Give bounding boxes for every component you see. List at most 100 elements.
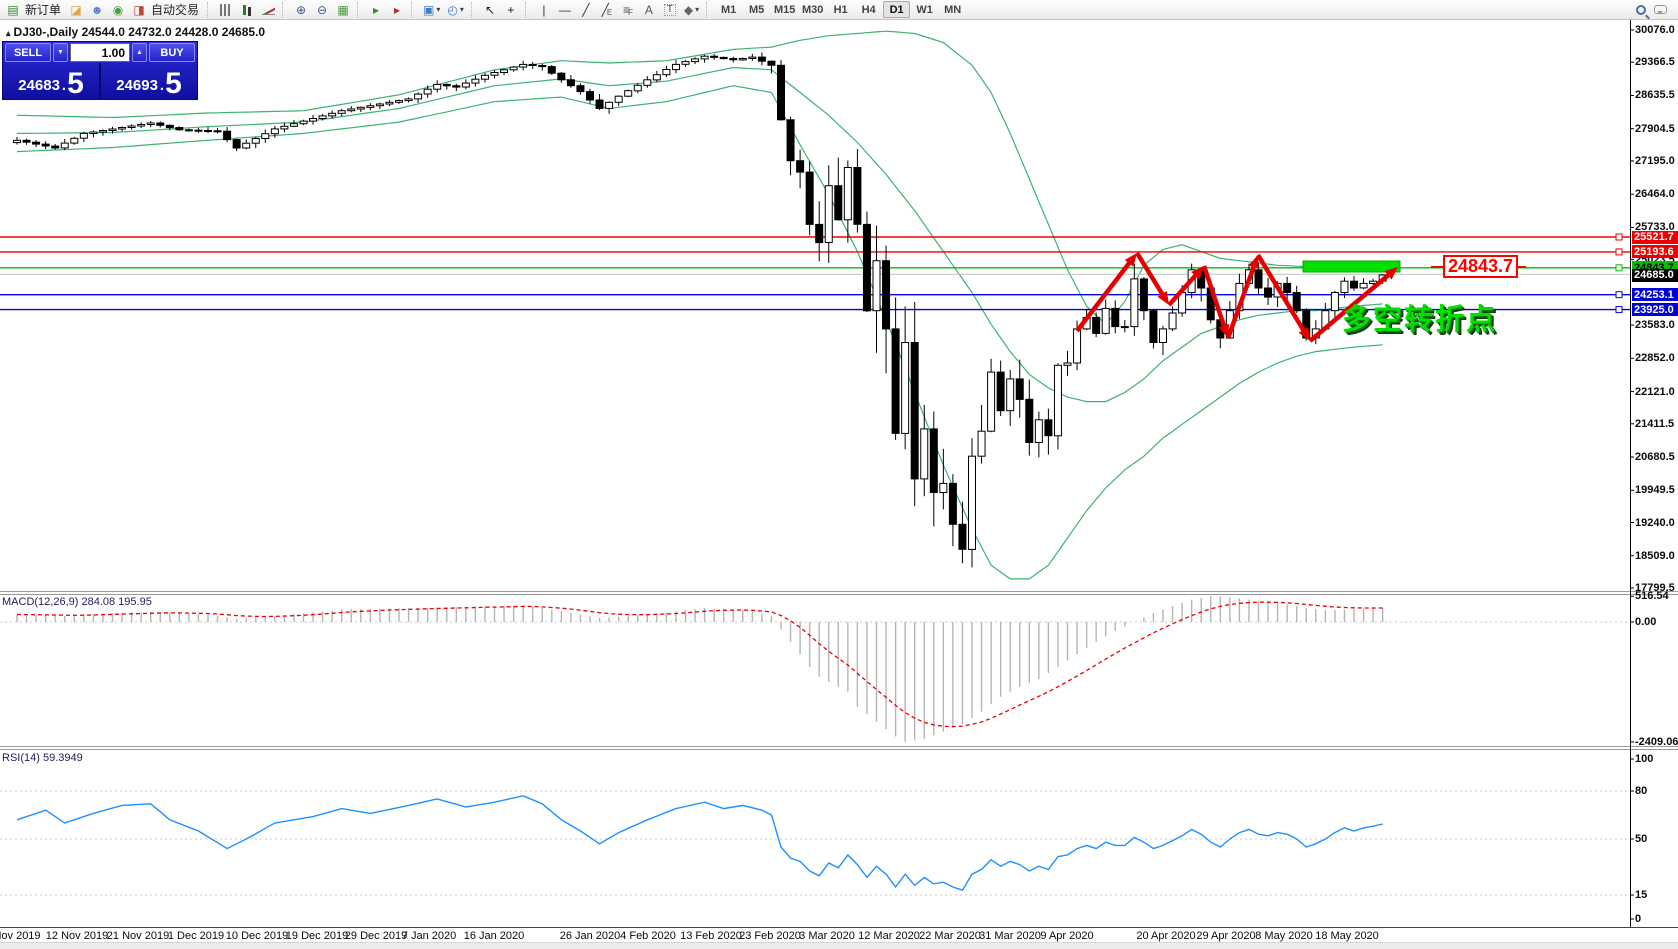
new-chart-icon[interactable]: ▣ ▾ [423, 2, 441, 17]
auto-scroll-icon[interactable]: ▸ [373, 2, 380, 17]
candlestick-chart-icon-button[interactable] [237, 1, 257, 19]
time-tick-label: 13 Feb 2020 [680, 930, 742, 942]
candle-body [213, 130, 222, 133]
bar-chart-icon-button[interactable] [216, 1, 236, 19]
candle-body [1006, 378, 1015, 412]
tf-button-MN[interactable]: MN [944, 3, 962, 16]
rsi-tick-label: 0 [1635, 913, 1642, 925]
buy-button[interactable]: BUY [149, 43, 195, 62]
crosshair-icon[interactable]: + [507, 2, 515, 17]
highlight-zone-rect[interactable] [1302, 260, 1401, 273]
price-tick-label: 19240.0 [1635, 516, 1675, 529]
eraser-icon[interactable]: ◪ [70, 2, 82, 17]
candle-body [433, 83, 442, 90]
fibonacci-icon[interactable]: ≡ F [622, 2, 633, 18]
tf-button-D1[interactable]: D1 [883, 1, 911, 18]
time-tick-label: 21 Nov 2019 [106, 930, 170, 942]
candle-body [51, 145, 60, 149]
hline-handle[interactable] [1615, 264, 1623, 272]
toolbar-separator [706, 1, 711, 18]
signal-icon[interactable]: ◉ [112, 2, 124, 17]
candle-body [691, 58, 700, 63]
price-tick-label: 25733.0 [1635, 221, 1675, 234]
tile-windows-icon[interactable]: ▦ [337, 2, 349, 17]
cursor-icon[interactable]: ↖ [484, 2, 495, 17]
zoom-out-icon[interactable]: ⊖ [317, 2, 328, 17]
time-tick-label: 9 Apr 2020 [1040, 930, 1094, 942]
candle-body [767, 60, 776, 66]
candle-body [118, 127, 127, 130]
candle-body [843, 167, 852, 221]
candle-body [280, 125, 289, 130]
candle-body [968, 455, 976, 550]
tf-button-H1[interactable]: H1 [833, 3, 848, 16]
volume-increase-button[interactable]: ▲ [132, 43, 147, 62]
candle-body [920, 428, 929, 480]
buy-price-main: 24693 [116, 77, 158, 94]
bollinger-bands [16, 30, 1383, 580]
candle-body [242, 142, 251, 149]
chart-shift-icon[interactable]: ▸ [394, 2, 401, 17]
price-badge-24685.0: 24685.0 [1632, 268, 1678, 282]
tf-button-H4[interactable]: H4 [861, 3, 876, 16]
tf-button-M30[interactable]: M30 [801, 3, 824, 16]
tf-button-M15[interactable]: M15 [773, 3, 796, 16]
price-callout-label[interactable]: 24843.7 [1431, 255, 1526, 278]
candle-body [385, 101, 394, 105]
candle-body [98, 130, 107, 133]
label-tool-icon[interactable]: T [660, 1, 680, 19]
sell-button[interactable]: SELL [5, 43, 51, 62]
trendline-icon[interactable]: ╱ [582, 2, 590, 17]
shapes-icon[interactable]: ◆ ▾ [683, 2, 700, 17]
candle-body [1254, 269, 1263, 289]
autotrade-label[interactable]: 自动交易 [151, 3, 200, 17]
vertical-line-icon[interactable]: | [542, 2, 546, 17]
autotrade-icon[interactable]: ◨ [133, 2, 145, 17]
volume-input[interactable] [70, 43, 130, 62]
macd-tick-label: 0.00 [1635, 616, 1657, 628]
tf-button-M1[interactable]: M1 [721, 3, 737, 16]
candle-body [137, 124, 146, 127]
buy-price[interactable]: 24693. 5 [101, 63, 197, 99]
hline-handle[interactable] [1615, 291, 1623, 299]
candle-body [442, 83, 451, 87]
chinese-annotation-text[interactable]: 多空转折点 [1342, 304, 1498, 336]
rsi-tick-label: 100 [1635, 753, 1654, 765]
zoom-in-icon[interactable]: ⊕ [296, 2, 307, 17]
contacts-icon[interactable]: ☻ [90, 2, 104, 17]
candle-body [1073, 328, 1082, 364]
hline-handle[interactable] [1615, 248, 1623, 256]
hline-handle[interactable] [1615, 233, 1623, 241]
sell-price[interactable]: 24683. 5 [3, 63, 101, 99]
price-tick-label: 18509.0 [1635, 549, 1675, 562]
chat-icon[interactable] [1654, 4, 1667, 14]
volume-decrease-button[interactable]: ▼ [53, 43, 68, 62]
candle-body [987, 371, 996, 432]
bar-chart-icon [219, 3, 233, 16]
search-icon[interactable] [1636, 4, 1646, 15]
zigzag-segment [1135, 251, 1167, 300]
new-order-label[interactable]: 新订单 [25, 3, 62, 17]
equidistant-channel-icon[interactable]: ╱ E [601, 2, 613, 18]
tf-button-W1[interactable]: W1 [916, 3, 933, 16]
line-chart-icon-button[interactable] [258, 1, 278, 19]
price-tick-label: 17799.5 [1635, 581, 1675, 594]
text-tool-icon[interactable]: A [644, 2, 653, 17]
price-badge-24253.1: 24253.1 [1632, 288, 1678, 302]
candle-body [1092, 317, 1101, 334]
profiles-icon[interactable]: ◴ ▾ [447, 2, 464, 17]
toolbar-separator [524, 1, 530, 18]
candle-body [929, 428, 938, 493]
candle-body [996, 371, 1005, 412]
upper-band [16, 30, 1383, 326]
horizontal-line-icon[interactable]: — [558, 2, 571, 17]
candle-body [671, 63, 680, 71]
time-tick-label: 1 Dec 2019 [167, 930, 225, 942]
tf-button-M5[interactable]: M5 [749, 3, 765, 16]
candle-body [471, 78, 480, 84]
hline-handle[interactable] [1615, 306, 1623, 314]
new-order-icon[interactable]: ▤ [7, 2, 19, 17]
zigzag-arrowhead [1248, 255, 1259, 270]
trend-zigzag-arrows[interactable] [1075, 251, 1398, 343]
